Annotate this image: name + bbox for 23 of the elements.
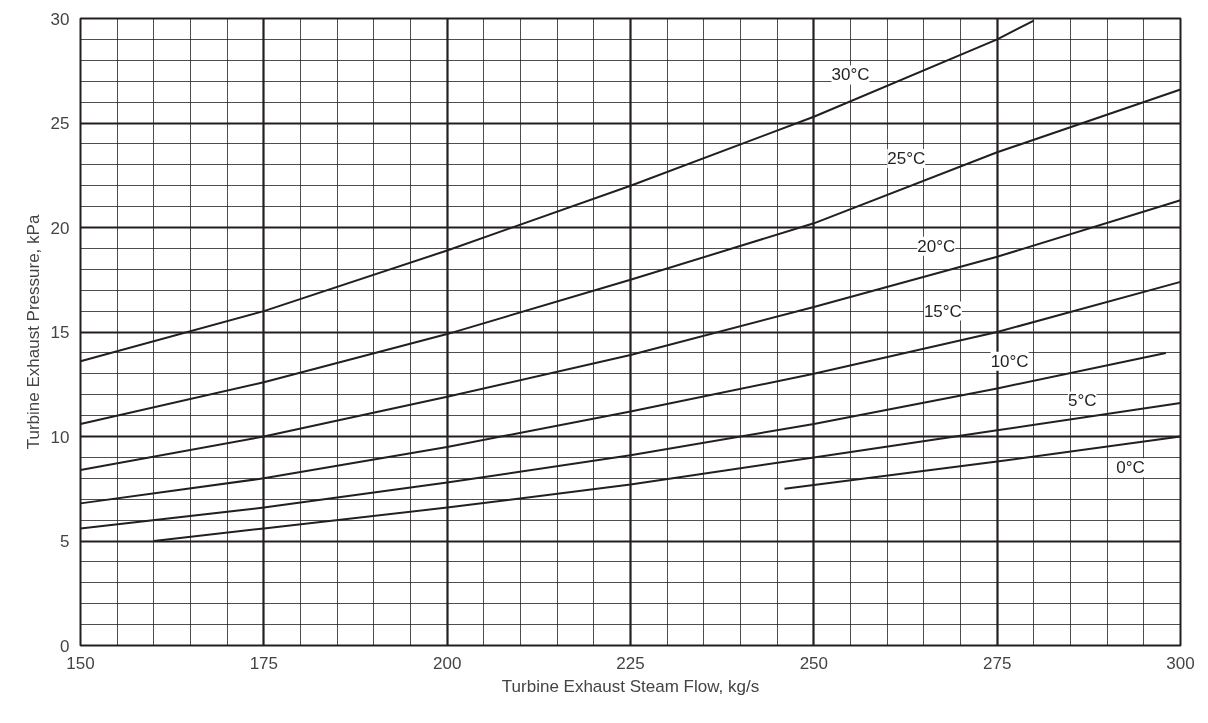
y-tick-label: 0 [60,636,70,656]
y-tick-label: 30 [50,9,70,29]
annotation: 25°C [887,149,926,169]
x-tick-label: 200 [432,653,462,673]
x-tick-label: 225 [616,653,645,673]
annotation: 5°C [1067,391,1097,411]
annotation: 0°C [1116,458,1145,478]
y-tick-label: 5 [60,532,70,551]
x-tick-label: 300 [1166,653,1195,673]
annotation: 20°C [917,236,956,256]
x-axis-title: Turbine Exhaust Steam Flow, kg/s [501,676,760,696]
annotation: 30°C [831,65,870,85]
x-tick-label: 250 [799,653,829,673]
x-tick-label: 150 [66,653,95,673]
y-axis-title: Turbine Exhaust Pressure, kPa [23,214,43,450]
annotation: 10°C [990,351,1029,371]
x-tick-label: 175 [249,653,279,673]
y-tick-label: 25 [50,114,70,133]
y-tick-label: 20 [50,218,70,238]
x-tick-label: 275 [982,653,1012,673]
y-tick-label: 10 [50,427,70,447]
y-tick-label: 15 [50,323,70,342]
annotation: 15°C [923,301,962,321]
